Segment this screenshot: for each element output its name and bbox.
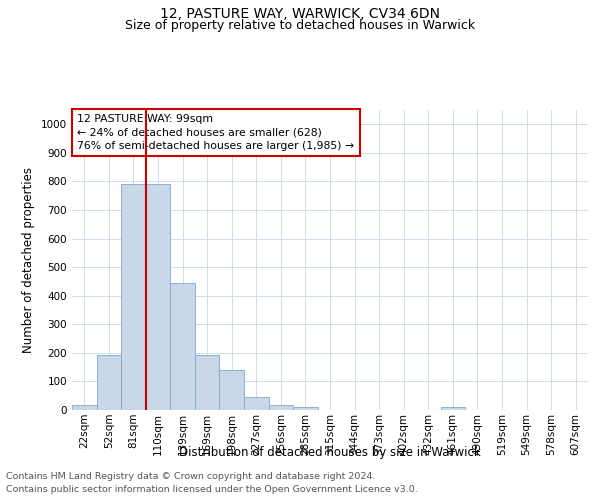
Text: 12, PASTURE WAY, WARWICK, CV34 6DN: 12, PASTURE WAY, WARWICK, CV34 6DN — [160, 8, 440, 22]
Bar — [293, 407, 318, 410]
Bar — [170, 284, 195, 410]
Text: Size of property relative to detached houses in Warwick: Size of property relative to detached ho… — [125, 19, 475, 32]
Text: Contains HM Land Registry data © Crown copyright and database right 2024.: Contains HM Land Registry data © Crown c… — [6, 472, 376, 481]
Bar — [146, 184, 170, 410]
Bar — [195, 355, 220, 410]
Bar — [97, 355, 121, 410]
Text: Contains public sector information licensed under the Open Government Licence v3: Contains public sector information licen… — [6, 485, 418, 494]
Bar — [244, 396, 269, 410]
Text: 12 PASTURE WAY: 99sqm
← 24% of detached houses are smaller (628)
76% of semi-det: 12 PASTURE WAY: 99sqm ← 24% of detached … — [77, 114, 354, 151]
Y-axis label: Number of detached properties: Number of detached properties — [22, 167, 35, 353]
Bar — [72, 405, 97, 410]
Bar — [220, 370, 244, 410]
Bar — [121, 184, 146, 410]
Bar — [269, 405, 293, 410]
Bar — [440, 407, 465, 410]
Text: Distribution of detached houses by size in Warwick: Distribution of detached houses by size … — [179, 446, 481, 459]
